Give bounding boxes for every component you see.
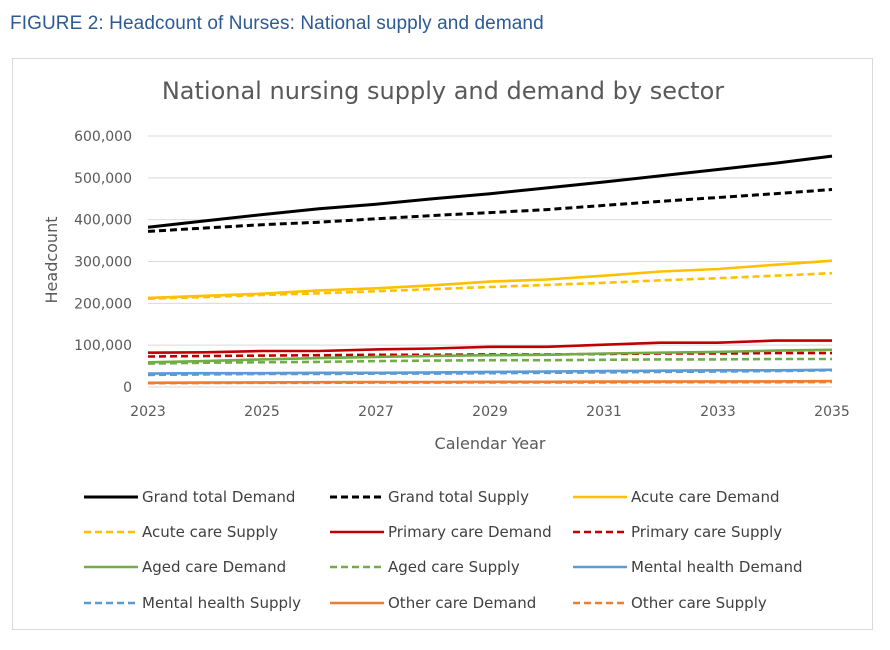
- legend-label: Mental health Demand: [631, 558, 803, 576]
- series-line: [147, 339, 832, 354]
- legend-label: Other care Demand: [388, 594, 536, 612]
- y-tick-label: 200,000: [74, 296, 132, 312]
- gridlines: [148, 135, 832, 346]
- series-line: [147, 188, 833, 233]
- series-line: [147, 357, 832, 365]
- y-tick-label: 400,000: [74, 213, 132, 229]
- x-axis-title: Calendar Year: [435, 434, 546, 453]
- y-tick-label: 100,000: [74, 338, 132, 354]
- figure-caption: FIGURE 2: Headcount of Nurses: National …: [10, 13, 544, 34]
- legend-label: Grand total Supply: [388, 488, 529, 506]
- y-axis-ticks: 0 100,000 200,000 300,000 400,000 500,000 600,…: [74, 129, 132, 396]
- y-tick-label: 300,000: [74, 255, 132, 271]
- x-axis-ticks: 2023 2025 2027 2029 2031 2033 2035: [130, 404, 850, 420]
- chart-title: National nursing supply and demand by se…: [162, 77, 724, 105]
- legend-label: Other care Supply: [631, 594, 767, 612]
- x-tick-label: 2025: [244, 404, 280, 420]
- x-tick-label: 2023: [130, 404, 166, 420]
- legend-label: Grand total Demand: [142, 488, 295, 506]
- y-tick-label: 0: [123, 380, 132, 396]
- legend-label: Mental health Supply: [142, 594, 301, 612]
- chart-frame: [12, 58, 873, 630]
- y-tick-label: 600,000: [74, 129, 132, 145]
- y-axis-title: Headcount: [42, 217, 61, 304]
- x-tick-label: 2035: [814, 404, 850, 420]
- series-line: [147, 380, 833, 385]
- series-line: [147, 369, 833, 377]
- legend-label: Primary care Demand: [388, 523, 552, 541]
- x-tick-label: 2033: [700, 404, 736, 420]
- series-line: [147, 348, 833, 364]
- x-tick-label: 2027: [358, 404, 394, 420]
- series-line: [147, 154, 833, 229]
- y-tick-label: 500,000: [74, 171, 132, 187]
- legend-label: Acute care Demand: [631, 488, 780, 506]
- series-line: [147, 271, 833, 300]
- legend: Grand total Demand Grand total Supply Acut…: [84, 488, 803, 612]
- x-tick-label: 2031: [586, 404, 622, 420]
- series-line: [147, 259, 833, 300]
- series-lines: [147, 154, 833, 385]
- x-tick-label: 2029: [472, 404, 508, 420]
- legend-label: Acute care Supply: [142, 523, 278, 541]
- legend-label: Aged care Supply: [388, 558, 520, 576]
- legend-label: Primary care Supply: [631, 523, 782, 541]
- legend-label: Aged care Demand: [142, 558, 286, 576]
